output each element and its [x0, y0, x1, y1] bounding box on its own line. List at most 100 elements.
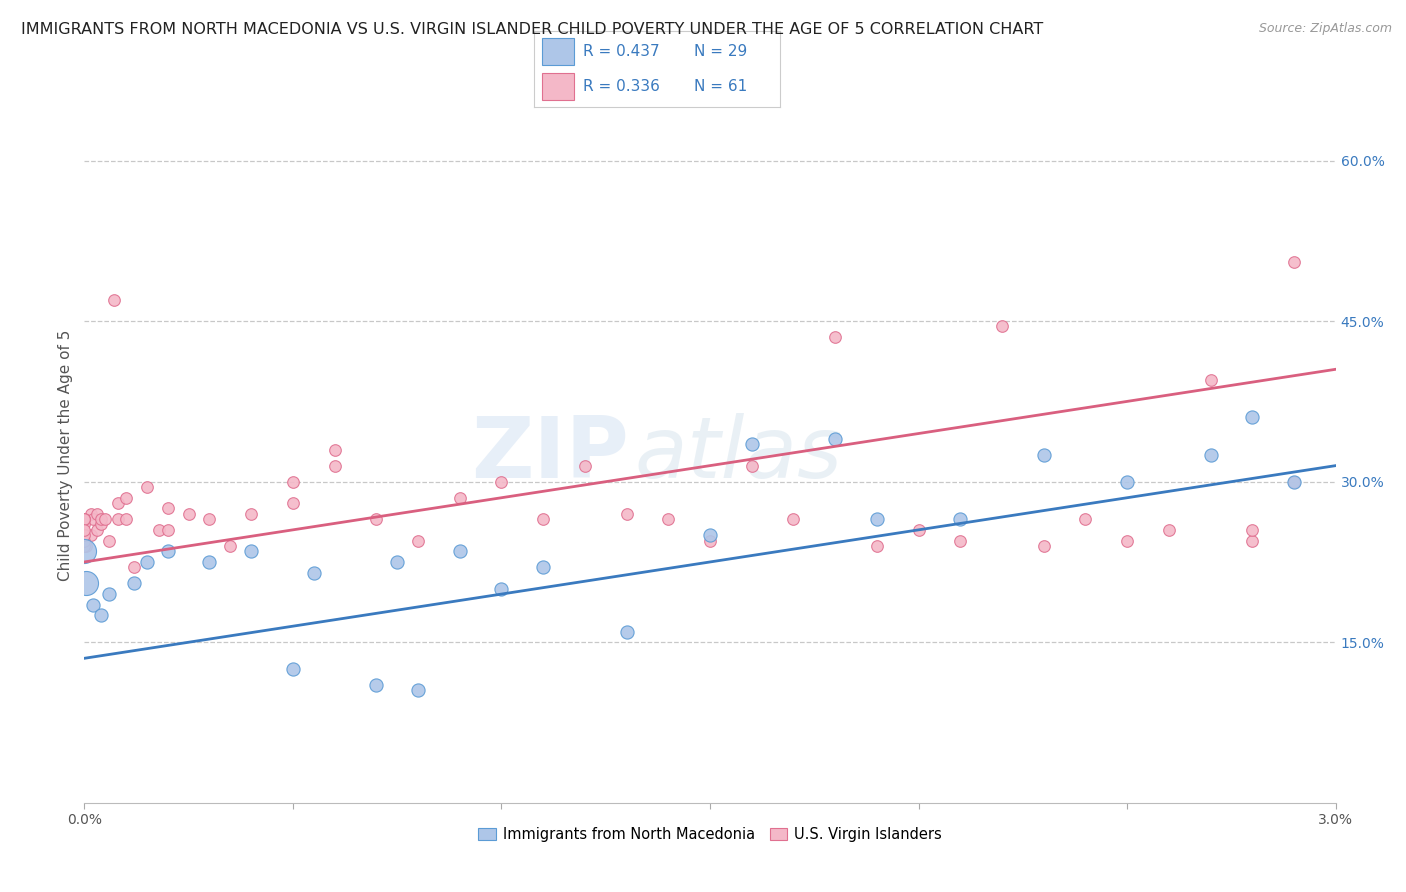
Point: [73, 512, 96, 526]
Point: [73, 523, 96, 537]
Point: [1032, 539, 1054, 553]
Point: [90, 608, 112, 623]
Point: [323, 442, 346, 457]
Point: [75, 576, 97, 591]
Point: [1199, 373, 1222, 387]
Point: [406, 533, 429, 548]
Point: [73, 544, 96, 558]
Point: [824, 330, 846, 344]
Point: [531, 560, 554, 574]
Point: [156, 501, 179, 516]
Point: [323, 458, 346, 473]
Point: [156, 544, 179, 558]
Point: [136, 480, 159, 494]
Point: [491, 475, 513, 489]
Point: [366, 512, 388, 526]
Point: [86, 507, 108, 521]
Point: [240, 507, 263, 521]
Point: [124, 560, 146, 574]
Point: [866, 512, 889, 526]
Point: [1241, 523, 1264, 537]
Point: [281, 662, 304, 676]
Point: [1199, 448, 1222, 462]
Point: [741, 437, 763, 451]
Point: [103, 293, 125, 307]
Point: [449, 491, 471, 505]
Text: atlas: atlas: [636, 413, 844, 497]
Point: [1157, 523, 1180, 537]
Text: ZIP: ZIP: [471, 413, 628, 497]
Point: [73, 539, 96, 553]
Point: [491, 582, 513, 596]
Point: [741, 458, 763, 473]
Point: [90, 512, 112, 526]
Point: [616, 624, 638, 639]
Point: [385, 555, 409, 569]
Point: [1116, 533, 1139, 548]
Bar: [541, 73, 574, 100]
Point: [177, 507, 200, 521]
Text: N = 29: N = 29: [695, 45, 748, 59]
Point: [574, 458, 596, 473]
Point: [75, 539, 97, 553]
Point: [281, 475, 304, 489]
Point: [1241, 410, 1264, 425]
Point: [73, 528, 96, 542]
Point: [136, 555, 159, 569]
Point: [115, 512, 138, 526]
Point: [1241, 533, 1264, 548]
Point: [90, 517, 112, 532]
Point: [219, 539, 242, 553]
Point: [406, 683, 429, 698]
Point: [73, 512, 96, 526]
Point: [1116, 475, 1139, 489]
Point: [991, 319, 1014, 334]
Point: [240, 544, 263, 558]
Text: R = 0.437: R = 0.437: [583, 45, 659, 59]
Point: [107, 512, 129, 526]
Point: [531, 512, 554, 526]
Point: [824, 432, 846, 446]
Point: [82, 598, 104, 612]
Point: [949, 533, 972, 548]
Point: [1282, 255, 1305, 269]
Point: [657, 512, 679, 526]
Point: [198, 555, 221, 569]
Point: [281, 496, 304, 510]
Point: [782, 512, 804, 526]
Point: [73, 517, 96, 532]
Point: [449, 544, 471, 558]
Point: [124, 576, 146, 591]
Point: [699, 533, 721, 548]
Legend: Immigrants from North Macedonia, U.S. Virgin Islanders: Immigrants from North Macedonia, U.S. Vi…: [472, 821, 948, 847]
Point: [699, 528, 721, 542]
Point: [1074, 512, 1097, 526]
Point: [73, 533, 96, 548]
Point: [79, 507, 101, 521]
Point: [866, 539, 889, 553]
Point: [302, 566, 325, 580]
Point: [98, 587, 121, 601]
Y-axis label: Child Poverty Under the Age of 5: Child Poverty Under the Age of 5: [58, 329, 73, 581]
Point: [86, 523, 108, 537]
Point: [107, 496, 129, 510]
Text: N = 61: N = 61: [695, 79, 748, 94]
Point: [115, 491, 138, 505]
Point: [366, 678, 388, 692]
Point: [156, 523, 179, 537]
Point: [73, 512, 96, 526]
Point: [616, 507, 638, 521]
Point: [82, 512, 104, 526]
Text: IMMIGRANTS FROM NORTH MACEDONIA VS U.S. VIRGIN ISLANDER CHILD POVERTY UNDER THE : IMMIGRANTS FROM NORTH MACEDONIA VS U.S. …: [21, 22, 1043, 37]
Point: [1032, 448, 1054, 462]
Text: Source: ZipAtlas.com: Source: ZipAtlas.com: [1258, 22, 1392, 36]
Bar: [541, 38, 574, 65]
Point: [1282, 475, 1305, 489]
Point: [79, 528, 101, 542]
Point: [1282, 475, 1305, 489]
Text: R = 0.336: R = 0.336: [583, 79, 661, 94]
Point: [94, 512, 117, 526]
Point: [949, 512, 972, 526]
Point: [198, 512, 221, 526]
Point: [907, 523, 929, 537]
